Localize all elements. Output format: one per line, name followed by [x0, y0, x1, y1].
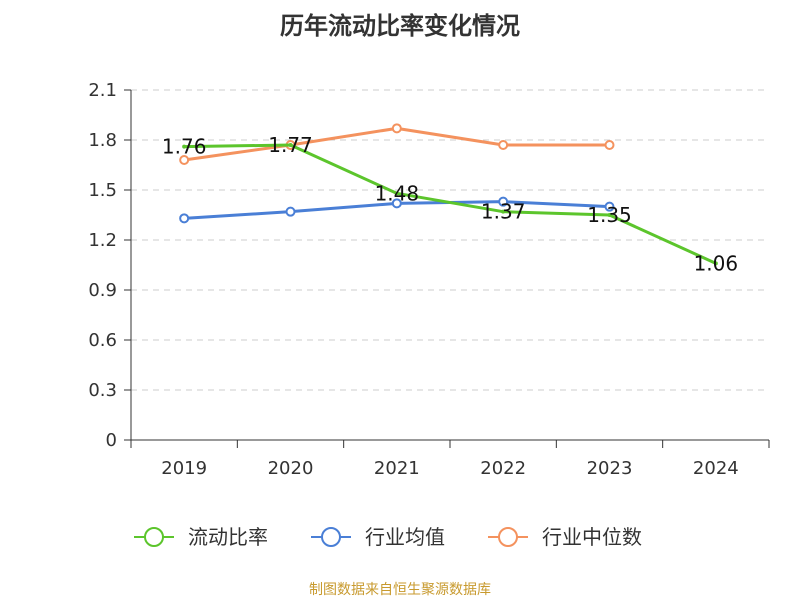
data-label: 1.37: [481, 200, 526, 224]
y-tick-label: 0: [106, 430, 117, 451]
data-point-行业均值: [391, 198, 402, 209]
data-label: 1.06: [694, 251, 739, 275]
legend-marker-行业中位数: [498, 527, 518, 547]
data-point-行业均值: [285, 206, 296, 217]
legend-label: 流动比率: [188, 525, 268, 549]
y-tick-label: 1.2: [88, 230, 117, 251]
y-tick-label: 1.5: [88, 180, 117, 201]
data-point-行业中位数: [498, 140, 509, 150]
x-tick-label: 2021: [374, 458, 420, 479]
series-line-流动比率: [184, 143, 717, 265]
x-tick-label: 2023: [587, 458, 633, 479]
y-tick-label: 0.6: [88, 330, 117, 351]
data-label: 1.35: [587, 203, 632, 227]
data-point-行业均值: [604, 201, 615, 212]
legend-label: 行业均值: [365, 525, 445, 549]
x-tick-label: 2024: [693, 458, 739, 479]
y-tick-label: 1.8: [88, 130, 117, 151]
data-point-流动比率: [394, 191, 399, 196]
data-point-流动比率: [607, 213, 612, 217]
legend-marker-流动比率: [144, 527, 164, 547]
data-point-行业中位数: [604, 140, 615, 150]
x-tick-label: 2022: [480, 458, 526, 479]
x-tick-label: 2019: [161, 458, 207, 479]
chart-title: 历年流动比率变化情况: [280, 12, 520, 40]
x-tick-label: 2020: [268, 458, 314, 479]
data-point-行业中位数: [391, 123, 402, 134]
data-label: 1.48: [375, 181, 420, 205]
data-point-流动比率: [713, 261, 718, 266]
y-tick-label: 0.9: [88, 280, 117, 301]
data-point-行业中位数: [179, 155, 190, 165]
data-point-行业均值: [498, 196, 509, 207]
data-label: 1.76: [162, 135, 207, 159]
data-label: 1.77: [268, 133, 313, 157]
data-source-note: 制图数据来自恒生聚源数据库: [309, 582, 491, 598]
y-tick-label: 0.3: [88, 380, 117, 401]
legend-label: 行业中位数: [542, 525, 642, 549]
data-point-流动比率: [501, 209, 506, 214]
data-point-流动比率: [182, 144, 187, 149]
legend-marker-行业均值: [321, 527, 341, 547]
y-tick-label: 2.1: [88, 80, 117, 101]
data-point-流动比率: [288, 143, 293, 147]
data-point-行业均值: [179, 213, 190, 224]
